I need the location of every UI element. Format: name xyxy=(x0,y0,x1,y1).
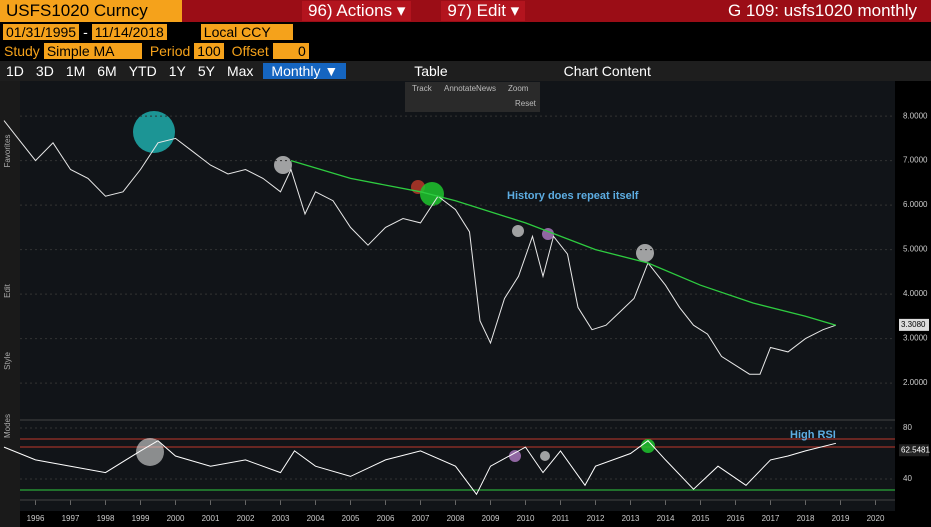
period-button[interactable]: 5Y xyxy=(197,63,215,79)
side-label: Edit xyxy=(3,283,12,298)
chart-menu-item[interactable]: Annotate xyxy=(444,84,477,93)
edit-menu[interactable]: 97) Edit ▾ xyxy=(441,1,526,21)
chart-menu-bg xyxy=(405,82,540,112)
period-value[interactable]: 100 xyxy=(194,43,224,59)
y-tick-label: 80 xyxy=(903,423,912,432)
toolbar: 1D 3D 1M 6M YTD 1Y 5Y Max Monthly ▼ Table Chart … xyxy=(0,61,931,81)
x-tick-label: 2003 xyxy=(272,514,290,523)
period-button[interactable]: 1Y xyxy=(168,63,186,79)
date-row: 01/31/1995 - 11/14/2018 Local CCY xyxy=(0,23,931,41)
table-button[interactable]: Table xyxy=(414,63,448,79)
offset-value[interactable]: 0 xyxy=(272,43,309,59)
highlight xyxy=(512,225,524,237)
actions-menu[interactable]: 96) Actions ▾ xyxy=(302,1,412,21)
series-line xyxy=(3,440,837,496)
highlight xyxy=(136,438,164,466)
offset-label: Offset xyxy=(231,43,269,59)
last-value-label: 62.5481 xyxy=(901,445,930,454)
period-button[interactable]: 3D xyxy=(35,63,54,79)
x-tick-label: 2005 xyxy=(342,514,360,523)
y-tick-label: 6.0000 xyxy=(903,200,928,209)
series-line xyxy=(290,159,837,326)
y-tick-label: 4.0000 xyxy=(903,289,928,298)
highlight xyxy=(509,450,521,462)
x-tick-label: 2011 xyxy=(552,514,570,523)
chart-menu-item[interactable]: Track xyxy=(412,84,433,93)
x-tick-label: 2010 xyxy=(517,514,535,523)
highlight xyxy=(636,244,654,262)
x-tick-label: 2006 xyxy=(377,514,395,523)
x-tick-label: 2015 xyxy=(692,514,710,523)
highlight xyxy=(133,111,175,153)
y-tick-label: 5.0000 xyxy=(903,245,928,254)
study-label: Study xyxy=(4,43,40,59)
x-tick-label: 2014 xyxy=(657,514,675,523)
end-date[interactable]: 11/14/2018 xyxy=(91,24,167,40)
last-value-label: 3.3080 xyxy=(901,320,926,329)
x-tick-label: 1997 xyxy=(62,514,80,523)
currency[interactable]: Local CCY xyxy=(200,24,293,40)
y-tick-label: 2.0000 xyxy=(903,378,928,387)
x-tick-label: 2009 xyxy=(482,514,500,523)
study-row: Study Simple MA Period 100 Offset 0 xyxy=(0,42,931,60)
chart-content[interactable]: Chart Content xyxy=(563,63,651,79)
study-value[interactable]: Simple MA xyxy=(43,43,142,59)
x-tick-label: 2000 xyxy=(167,514,185,523)
x-tick-label: 2020 xyxy=(867,514,885,523)
annotation: History does repeat itself xyxy=(507,190,639,202)
period-label: Period xyxy=(149,43,191,59)
y-tick-label: 8.0000 xyxy=(903,111,928,120)
x-tick-label: 2004 xyxy=(307,514,325,523)
x-tick-label: 2001 xyxy=(202,514,220,523)
highlight xyxy=(540,451,550,461)
highlight xyxy=(274,156,292,174)
x-tick-label: 2013 xyxy=(622,514,640,523)
chart-menu-item[interactable]: Zoom xyxy=(508,84,529,93)
start-date[interactable]: 01/31/1995 xyxy=(3,24,80,40)
side-label: Modes xyxy=(3,414,12,438)
x-tick-label: 2002 xyxy=(237,514,255,523)
y-tick-label: 3.0000 xyxy=(903,334,928,343)
period-button[interactable]: 6M xyxy=(97,63,117,79)
side-label: Style xyxy=(3,352,12,370)
page-title: G 109: usfs1020 monthly xyxy=(727,1,917,20)
x-tick-label: 1998 xyxy=(97,514,115,523)
x-tick-label: 2018 xyxy=(797,514,815,523)
period-button[interactable]: Max xyxy=(226,63,254,79)
highlight xyxy=(641,439,655,453)
x-tick-label: 1996 xyxy=(27,514,45,523)
title-bar: USFS1020 Curncy 96) Actions ▾ 97) Edit ▾… xyxy=(0,0,931,22)
period-button[interactable]: 1M xyxy=(65,63,86,79)
dash: - xyxy=(83,24,88,40)
x-tick-label: 2007 xyxy=(412,514,430,523)
x-tick-label: 2016 xyxy=(727,514,745,523)
chart-menu-item[interactable]: News xyxy=(476,84,496,93)
sidebar xyxy=(0,81,20,527)
y-tick-label: 40 xyxy=(903,474,912,483)
period-button[interactable]: YTD xyxy=(128,63,157,79)
frequency[interactable]: Monthly ▼ xyxy=(263,63,347,79)
annotation: High RSI xyxy=(790,429,836,441)
x-tick-label: 2008 xyxy=(447,514,465,523)
y-tick-label: 7.0000 xyxy=(903,156,928,165)
x-tick-label: 2012 xyxy=(587,514,605,523)
chart-menu-item[interactable]: Reset xyxy=(515,99,537,108)
series-line xyxy=(3,120,837,375)
x-tick-label: 2019 xyxy=(832,514,850,523)
chart: Track Annotate News Zoom Reset Favorites Edit S… xyxy=(0,81,930,527)
x-tick-label: 2017 xyxy=(762,514,780,523)
highlight xyxy=(420,182,444,206)
side-label: Favorites xyxy=(3,135,12,168)
last-value-box xyxy=(899,318,929,331)
x-tick-label: 1999 xyxy=(132,514,150,523)
period-button[interactable]: 1D xyxy=(6,63,24,79)
last-value-box xyxy=(899,444,929,457)
ticker[interactable]: USFS1020 Curncy xyxy=(0,0,182,22)
